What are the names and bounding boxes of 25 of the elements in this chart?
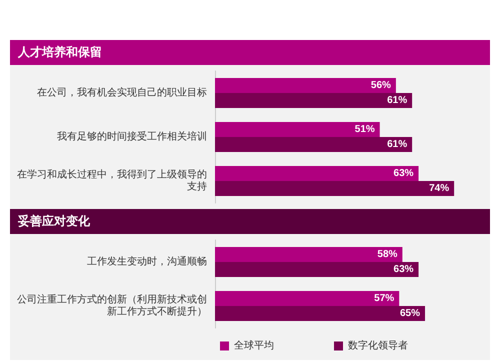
data-label: 74%	[429, 183, 450, 194]
data-label: 51%	[354, 124, 375, 135]
bar	[215, 78, 396, 93]
y-tick-label: 我有足够的时间接受工作相关培训	[57, 130, 207, 142]
y-tick-label: 在公司，我有机会实现自己的职业目标	[37, 86, 207, 98]
text: 妥善应对变化	[10, 209, 490, 234]
bar	[215, 166, 419, 181]
bar	[215, 93, 412, 108]
legend-label: 全球平均	[234, 340, 274, 352]
bar	[215, 122, 380, 137]
bar	[215, 137, 412, 152]
bar	[215, 181, 454, 196]
text: 人才培养和保留	[10, 40, 490, 65]
y-tick-label: 工作发生变动时，沟通顺畅	[87, 256, 207, 268]
data-label: 57%	[374, 293, 394, 304]
data-label: 58%	[377, 249, 398, 260]
y-tick-label: 公司注重工作方式的创新（利用新技术或创新工作方式不断提升）	[17, 294, 207, 318]
legend-label: 数字化领导者	[348, 340, 408, 352]
data-label: 63%	[394, 264, 414, 275]
data-label: 61%	[387, 139, 408, 150]
data-label: 61%	[387, 95, 408, 106]
data-label: 56%	[370, 80, 392, 91]
data-label: 63%	[394, 168, 414, 179]
y-tick-label: 在学习和成长过程中，我得到了上级领导的支持	[17, 168, 207, 192]
data-label: 65%	[400, 308, 420, 319]
